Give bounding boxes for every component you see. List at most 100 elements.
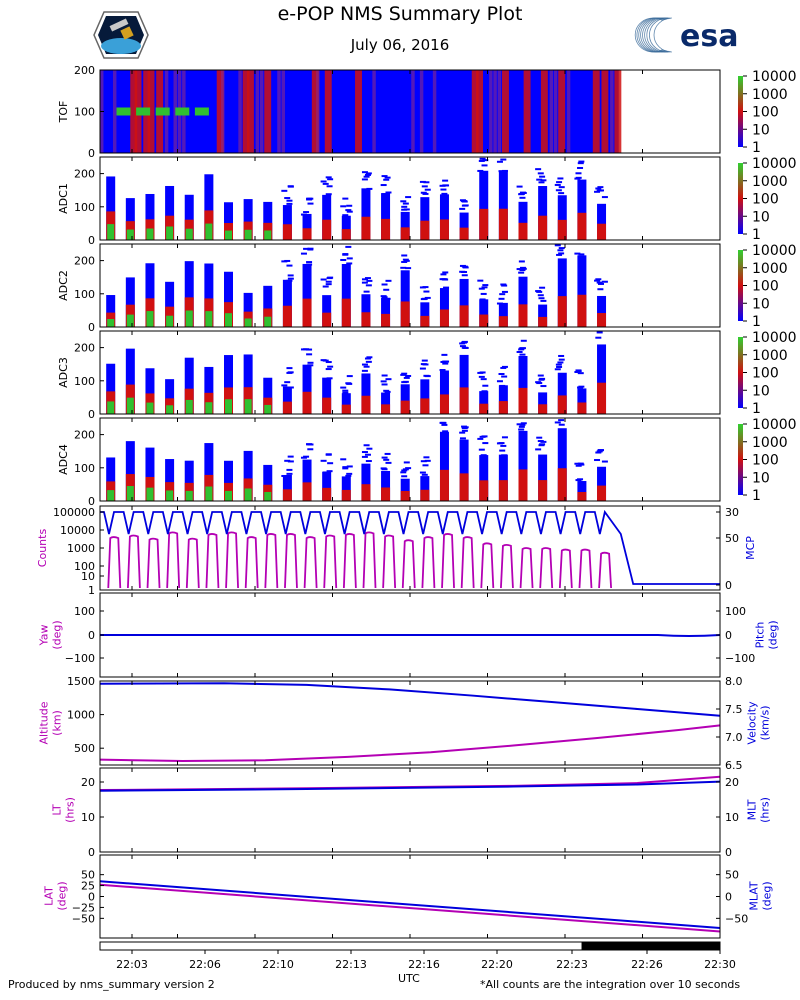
spectral-speckle — [578, 385, 585, 388]
colorbar-tick-label: 1 — [752, 314, 761, 330]
svg-text:(deg): (deg) — [56, 881, 69, 910]
lat-line — [99, 883, 721, 933]
spectral-speckle — [287, 277, 294, 280]
tof-stripe — [566, 70, 571, 153]
spectral-speckle — [462, 346, 469, 349]
lt-ytick-label: 20 — [81, 776, 95, 789]
spectral-speckle — [340, 458, 347, 461]
spectral-burst — [439, 370, 449, 414]
spectral-burst — [145, 368, 155, 414]
colorbar-tick-label: 1000 — [752, 348, 788, 364]
spectrogram-ytick-label: 100 — [74, 201, 95, 214]
spectral-burst — [263, 201, 273, 240]
spectral-speckle — [326, 377, 333, 380]
spectral-burst-core — [400, 301, 410, 327]
spectral-speckle — [325, 283, 332, 286]
pitch-ytick-label: 100 — [725, 605, 746, 618]
spectrogram-ylabel: ADC1 — [57, 183, 70, 214]
spectral-speckle — [303, 247, 310, 250]
spectral-speckle — [496, 160, 503, 163]
svg-text:TOF: TOF — [57, 101, 70, 124]
tof-stripe — [355, 70, 362, 153]
spectral-burst — [518, 355, 528, 414]
spectral-speckle — [361, 278, 368, 281]
spectral-speckle — [518, 348, 525, 351]
tof-stripe — [311, 70, 319, 153]
spectral-speckle — [499, 449, 506, 452]
counts-ytick-label: 100 — [74, 560, 95, 573]
spectral-speckle — [601, 196, 608, 199]
spectral-burst — [165, 281, 175, 327]
altitude-frame — [99, 680, 721, 766]
spectral-speckle — [520, 339, 527, 342]
spectral-burst-peak — [126, 229, 134, 240]
spectral-speckle — [478, 375, 485, 378]
spectral-speckle — [558, 186, 565, 189]
pitch-ytick-label: 0 — [725, 629, 732, 642]
spectral-speckle — [539, 443, 546, 446]
spectral-speckle — [346, 375, 353, 378]
spectral-burst — [106, 363, 116, 414]
spectral-speckle — [577, 462, 584, 465]
spectral-speckle — [364, 453, 371, 456]
spectrogram-ytick-label: 0 — [88, 147, 95, 160]
tof-stripe — [592, 70, 600, 153]
spectral-burst-peak — [244, 318, 252, 327]
spectral-burst-core — [361, 312, 371, 327]
mlat-ytick-label: −50 — [725, 912, 748, 925]
spectral-burst — [597, 295, 607, 327]
tof-stripe — [411, 70, 415, 153]
spectral-burst — [224, 460, 233, 501]
spectral-speckle — [320, 459, 327, 462]
colorbar-tick-label: 10 — [752, 383, 770, 399]
spectral-burst-core — [400, 400, 410, 414]
spectral-burst — [184, 261, 194, 327]
spectral-speckle — [482, 384, 489, 387]
colorbar-tick-label: 1 — [752, 140, 761, 156]
spectral-burst — [322, 377, 332, 414]
spectral-speckle — [306, 261, 313, 264]
yaw-ytick-label: 0 — [88, 629, 95, 642]
spectral-speckle — [281, 474, 288, 477]
spectral-speckle — [401, 469, 408, 472]
svg-text:ADC1: ADC1 — [57, 183, 70, 214]
colorbar-tick-label: 10000 — [752, 417, 797, 433]
spectral-speckle — [423, 374, 430, 377]
spectrogram-ytick-label: 200 — [74, 255, 95, 268]
spectral-speckle — [558, 252, 565, 255]
mcp-ylabel: MCP — [744, 536, 757, 560]
spectral-burst — [439, 194, 449, 240]
spectral-speckle — [558, 423, 565, 426]
x-axis-label: UTC — [398, 972, 420, 985]
spectral-speckle — [419, 367, 426, 370]
spectral-burst-core — [400, 227, 410, 240]
spectral-burst-core — [498, 316, 508, 327]
spectral-burst — [518, 201, 528, 240]
colorbar-tick-label: 1000 — [752, 435, 788, 451]
spectral-speckle — [325, 280, 332, 283]
spectral-speckle — [459, 345, 466, 348]
tof-stripe — [549, 70, 554, 153]
spectral-burst — [498, 454, 508, 501]
spectral-burst — [518, 430, 528, 501]
spectral-speckle — [361, 451, 368, 454]
mlt-ytick-label: 10 — [725, 811, 739, 824]
svg-text:ADC3: ADC3 — [57, 357, 70, 388]
spectral-burst-core — [577, 294, 587, 327]
spectral-speckle — [342, 389, 349, 392]
spectral-speckle — [538, 181, 545, 184]
spectral-speckle — [496, 302, 503, 305]
spectral-speckle — [400, 373, 407, 376]
spectral-burst-peak — [225, 399, 232, 414]
spectral-burst-core — [518, 469, 528, 501]
x-tick-label: 22:26 — [631, 958, 663, 971]
spectrogram-ytick-label: 100 — [74, 288, 95, 301]
spectral-speckle — [540, 299, 547, 302]
logo-satellite-body — [120, 26, 134, 40]
spectral-burst — [263, 285, 273, 327]
spectral-burst — [145, 193, 155, 240]
spectral-speckle — [578, 160, 585, 163]
spectral-speckle — [554, 368, 561, 371]
spectral-burst-peak — [244, 399, 252, 414]
